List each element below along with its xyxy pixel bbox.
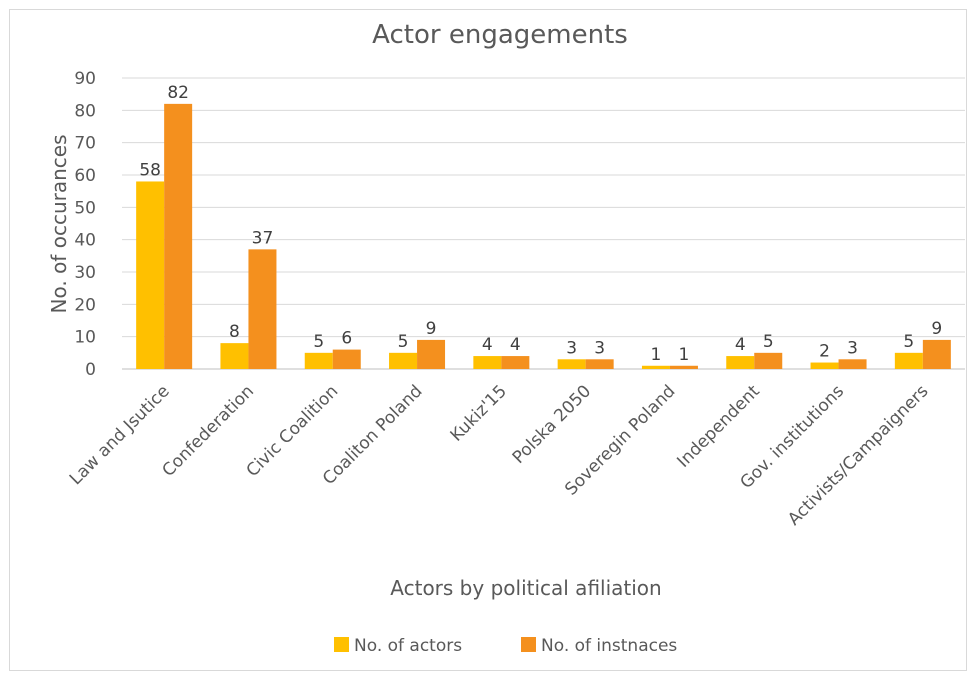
data-label: 4 — [510, 335, 521, 355]
data-label: 5 — [763, 332, 774, 352]
y-tick-label: 40 — [74, 231, 96, 251]
x-tick-label: Activists/Campaigners — [784, 381, 932, 529]
bar — [332, 349, 361, 369]
y-axis-ticks: 0 10 20 30 40 50 60 70 80 90 — [74, 69, 96, 380]
y-tick-label: 80 — [74, 101, 96, 121]
data-label: 37 — [252, 228, 274, 248]
data-label: 4 — [482, 335, 493, 355]
bar — [136, 181, 165, 369]
legend-label: No. of instnaces — [541, 636, 677, 656]
data-label: 1 — [679, 345, 690, 365]
data-label: 6 — [341, 329, 352, 349]
data-label: 4 — [735, 335, 746, 355]
bar — [810, 362, 839, 369]
bar — [838, 359, 867, 369]
data-label: 3 — [594, 338, 605, 358]
y-tick-label: 60 — [74, 166, 96, 186]
data-label: 9 — [426, 319, 437, 339]
bar — [473, 356, 502, 369]
bar — [922, 339, 951, 369]
bar — [726, 356, 755, 369]
x-tick-label: Law and Jsutice — [66, 381, 174, 489]
legend-swatch — [334, 637, 349, 652]
bar — [248, 249, 277, 369]
bar — [754, 352, 783, 369]
data-label: 5 — [398, 332, 409, 352]
bar — [557, 359, 586, 369]
legend-label: No. of actors — [354, 636, 462, 656]
data-label: 8 — [229, 322, 240, 342]
y-tick-label: 90 — [74, 69, 96, 89]
data-label: 3 — [566, 338, 577, 358]
x-tick-label: Polska 2050 — [509, 381, 595, 467]
data-label: 5 — [903, 332, 914, 352]
bar — [894, 352, 923, 369]
data-label: 1 — [651, 345, 662, 365]
data-label: 9 — [931, 319, 942, 339]
x-tick-label: Kukiz'15 — [447, 381, 511, 445]
bar — [669, 365, 698, 369]
bar — [220, 343, 249, 369]
y-tick-label: 10 — [74, 328, 96, 348]
legend-swatch — [521, 637, 536, 652]
y-tick-label: 30 — [74, 263, 96, 283]
chart-title: Actor engagements — [372, 20, 628, 50]
bar — [641, 365, 670, 369]
bar — [501, 356, 530, 369]
data-label: 82 — [167, 83, 189, 103]
y-tick-label: 70 — [74, 134, 96, 154]
legend: No. of actors No. of instnaces — [334, 636, 677, 656]
y-tick-label: 0 — [85, 360, 96, 380]
bar — [417, 339, 446, 369]
bar — [304, 352, 333, 369]
y-tick-label: 50 — [74, 198, 96, 218]
bars — [136, 103, 951, 369]
bar — [585, 359, 614, 369]
data-label: 58 — [139, 160, 161, 180]
data-label: 3 — [847, 338, 858, 358]
bar — [164, 103, 193, 369]
x-tick-label: Independent — [673, 381, 764, 472]
data-label: 2 — [819, 342, 830, 362]
x-axis-title: Actors by political afiliation — [390, 576, 661, 600]
y-axis-title: No. of occurances — [47, 135, 71, 314]
bar — [389, 352, 418, 369]
y-tick-label: 20 — [74, 295, 96, 315]
data-label: 5 — [313, 332, 324, 352]
